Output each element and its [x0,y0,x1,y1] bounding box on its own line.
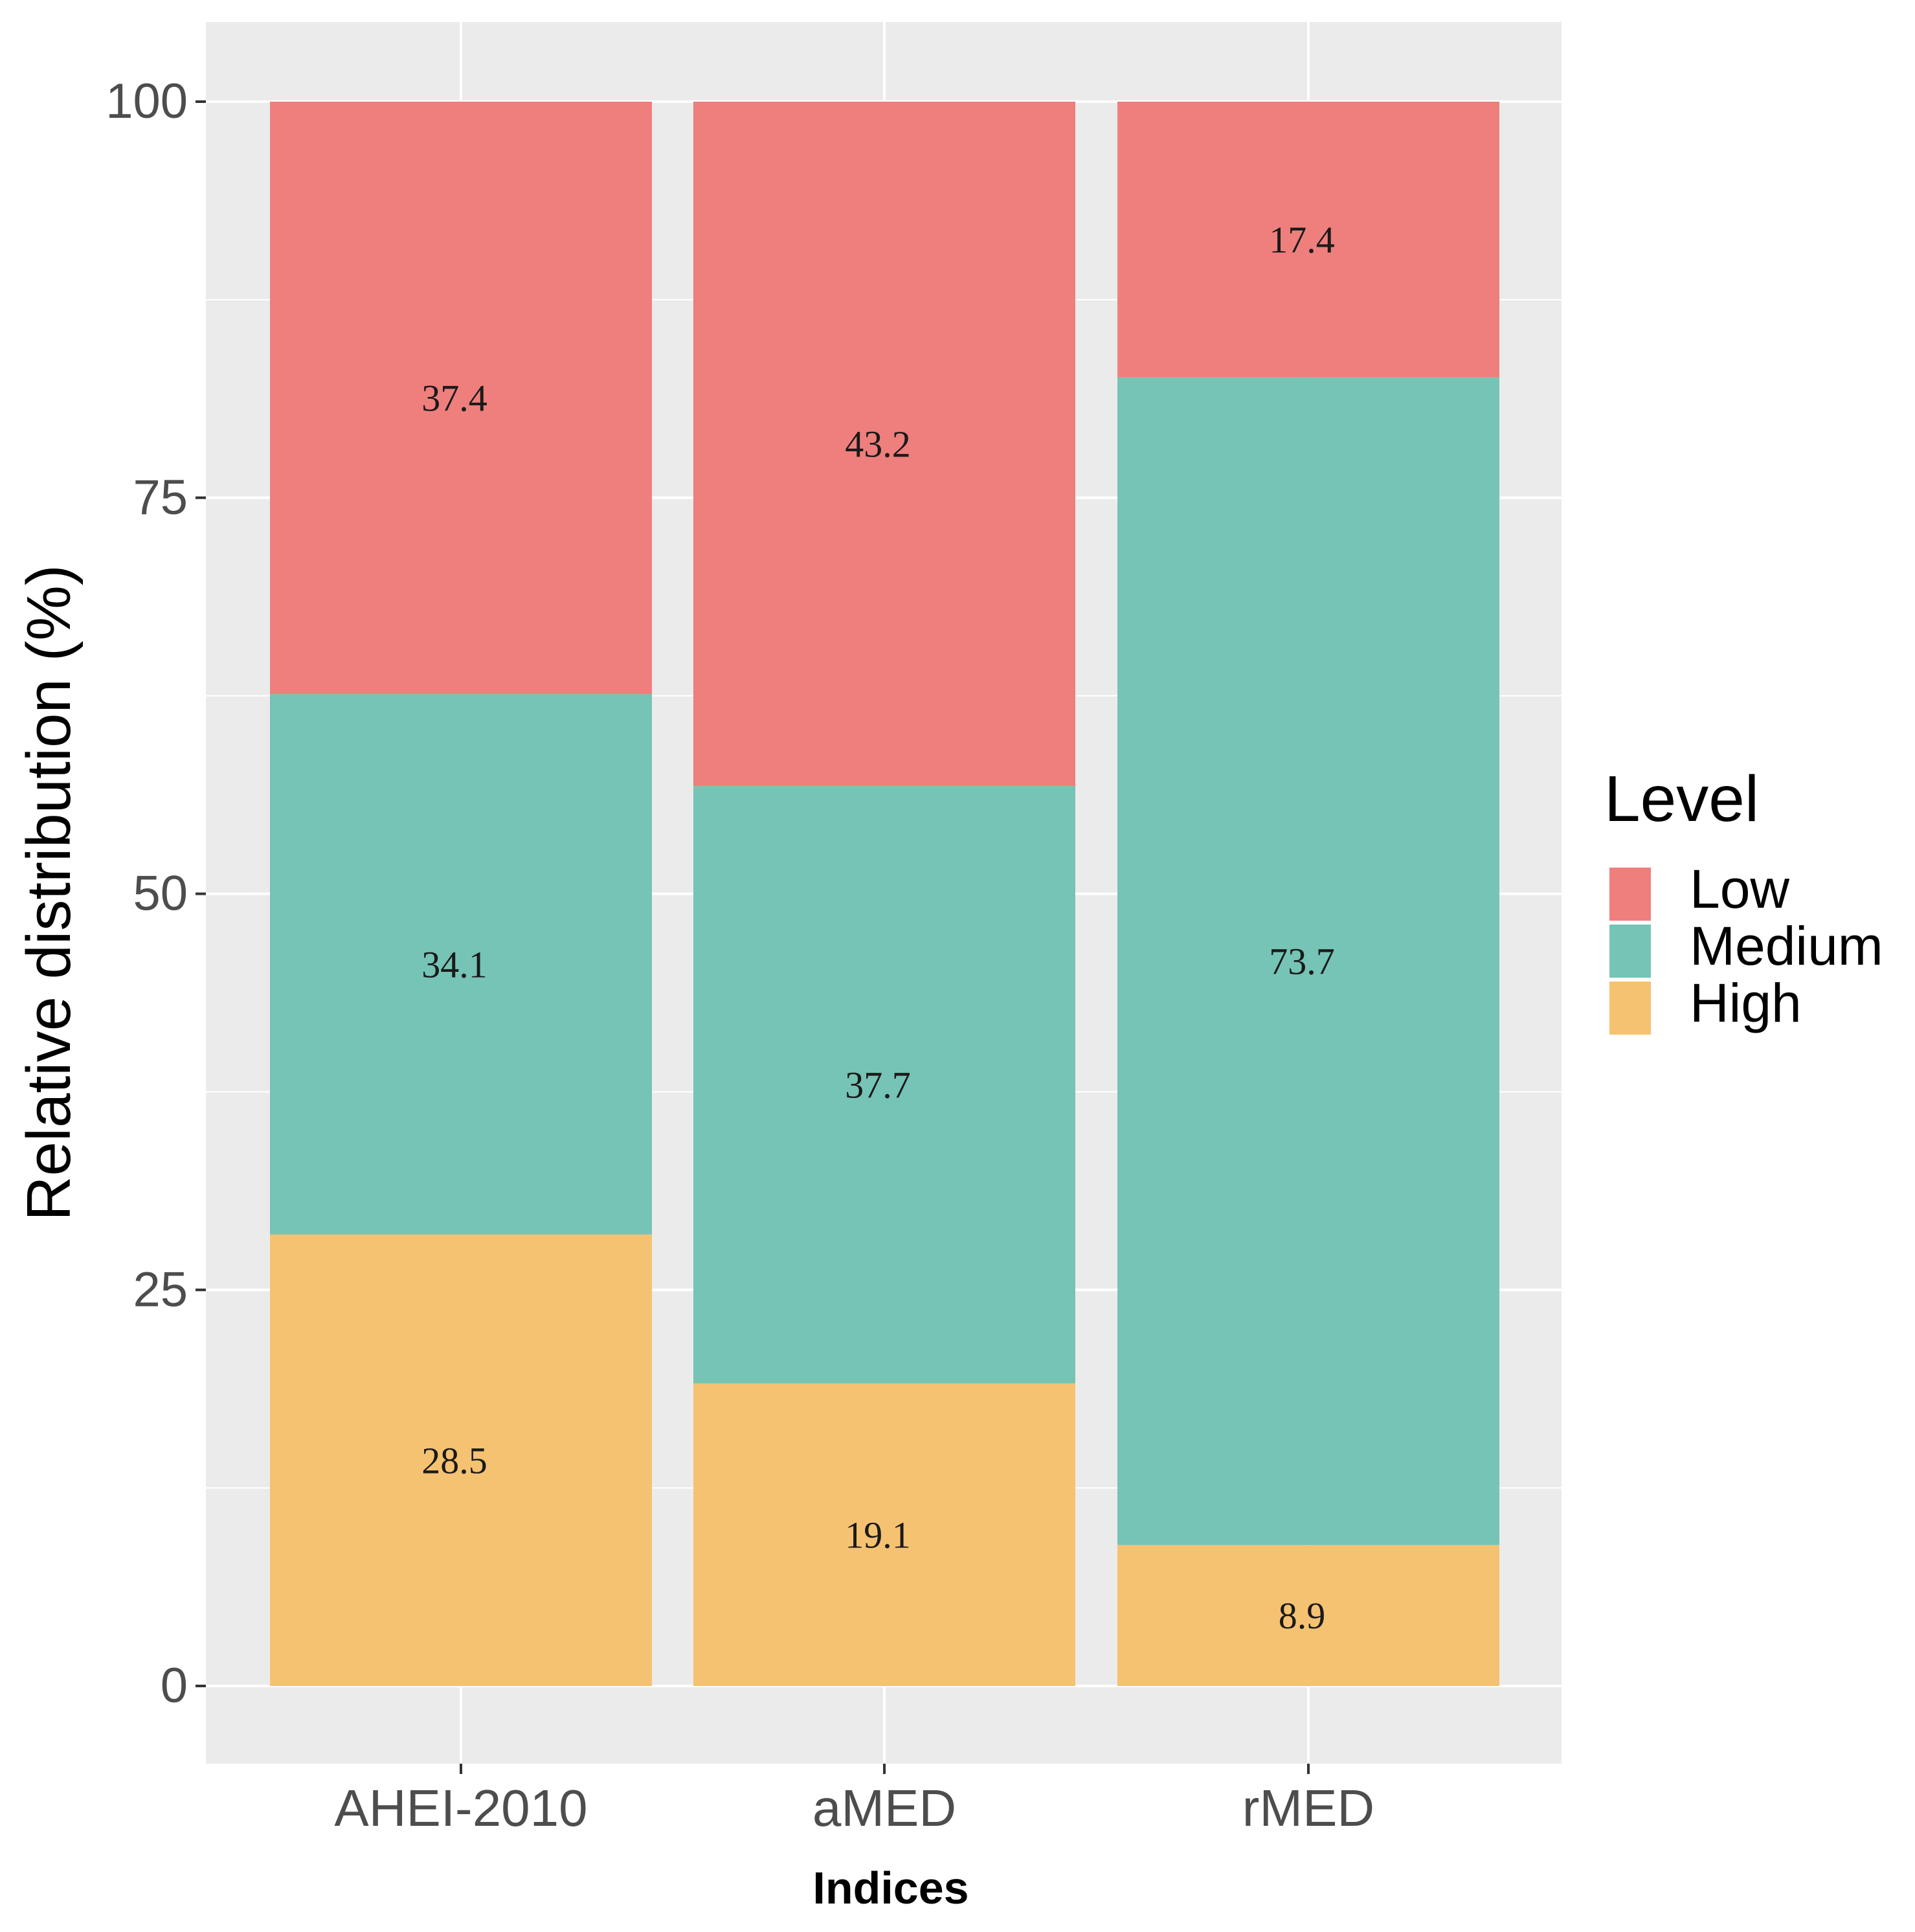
y-axis-title: Relative distribution (%) [14,565,84,1221]
bar-segment-low [270,102,652,695]
bar-segment-medium [270,694,652,1235]
y-tick-label: 50 [133,866,188,921]
data-labels: 28.5 34.1 37.4 19.1 37.7 43.2 8.9 73.7 17.4 [421,219,1335,1637]
data-label: 37.4 [421,377,487,420]
bar-segment-high [693,1383,1075,1686]
bar-segment-low [693,102,1075,787]
data-label: 43.2 [845,423,911,466]
data-label: 19.1 [845,1514,911,1556]
x-tick-label: rMED [1242,1779,1374,1837]
y-tick-label: 0 [161,1658,188,1713]
x-axis-title: Indices [812,1863,969,1913]
legend-label-low: Low [1690,859,1789,919]
data-label: 34.1 [421,943,487,985]
legend-title: Level [1604,763,1759,835]
legend-key-medium [1609,925,1651,978]
data-label: 37.7 [845,1064,911,1106]
data-label: 8.9 [1279,1595,1326,1637]
y-tick-label: 100 [106,74,188,129]
y-tick-label: 25 [133,1262,188,1317]
bars [270,102,1499,1686]
legend-key-low [1609,868,1651,921]
bar-segment-medium [1117,377,1499,1545]
legend-label-high: High [1690,972,1802,1033]
x-tick-label: AHEI-2010 [334,1779,587,1837]
bar-segment-low [1117,102,1499,377]
legend-label-medium: Medium [1690,915,1883,976]
bar-segment-high [1117,1545,1499,1686]
data-label: 17.4 [1269,219,1335,261]
bar-segment-high [270,1234,652,1686]
y-tick-label: 75 [133,470,188,525]
data-label: 28.5 [421,1439,487,1481]
x-tick-label: aMED [812,1779,956,1837]
data-label: 73.7 [1269,940,1335,982]
axes: 0 25 50 75 100 AHEI-2010 aMED rMED [106,74,1374,1837]
bar-segment-medium [693,786,1075,1384]
legend-key-high [1609,982,1651,1035]
